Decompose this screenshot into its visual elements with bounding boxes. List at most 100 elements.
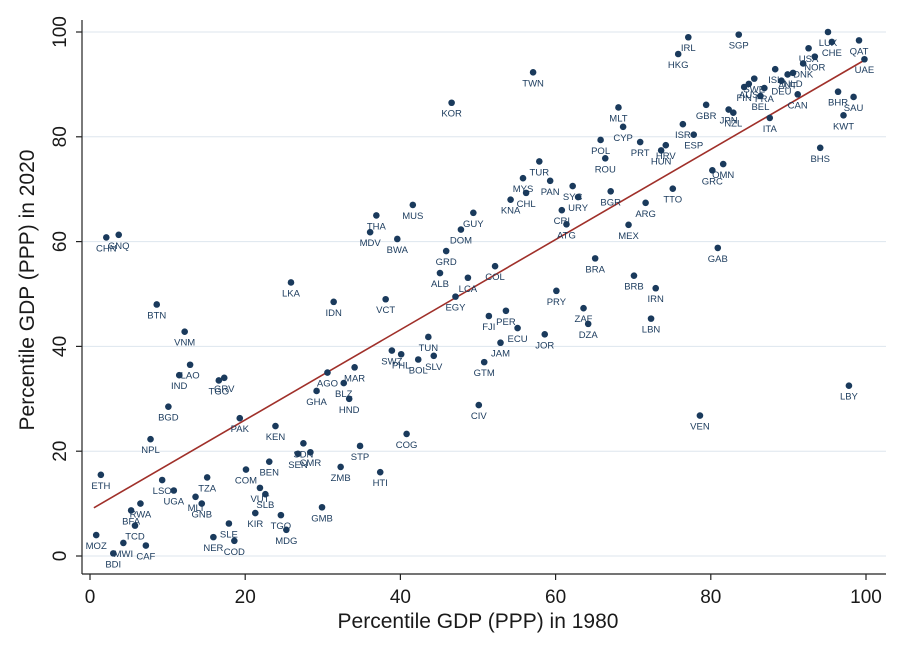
point-label: TWN <box>522 78 544 89</box>
point-label: VCT <box>376 305 395 316</box>
x-tick-label: 100 <box>850 587 882 608</box>
point-label: ITA <box>763 124 778 135</box>
point-label: BRB <box>624 282 644 293</box>
point-irn <box>652 284 660 292</box>
point-label: ESP <box>684 141 703 152</box>
point-label: SDN <box>293 449 313 460</box>
point-chn <box>102 234 110 241</box>
y-tick-label: 100 <box>50 16 71 48</box>
point-lso <box>158 476 166 484</box>
point-ind <box>175 371 183 379</box>
point-cyp <box>619 123 627 131</box>
point-mli <box>192 493 199 501</box>
point-aus <box>745 80 753 88</box>
point-sdn <box>300 440 307 447</box>
point-label: GNQ <box>108 241 130 252</box>
point-label: GMB <box>311 513 333 524</box>
point-lbn <box>647 315 655 322</box>
point-label: PER <box>496 317 516 328</box>
point-arg <box>642 199 649 207</box>
point-brb <box>630 272 638 279</box>
point-label: AUS <box>739 90 759 101</box>
point-zmb <box>337 463 344 471</box>
point-label: SLV <box>425 362 443 373</box>
point-tur <box>536 158 543 165</box>
point-label: ZAF <box>575 314 593 325</box>
point-tcd <box>131 522 139 529</box>
point-alb <box>436 269 444 277</box>
point-label: GTM <box>474 368 495 379</box>
point-mlt <box>615 104 622 111</box>
point-label: NZL <box>724 119 742 130</box>
point-label: MOZ <box>86 541 107 552</box>
point-label: KWT <box>833 121 854 132</box>
point-label: SEN <box>288 460 308 471</box>
point-label: CAN <box>788 100 808 111</box>
point-label: CYP <box>613 133 633 144</box>
point-label: CHN <box>96 243 117 254</box>
point-ury <box>574 193 582 201</box>
point-lca <box>464 274 472 282</box>
point-tha <box>373 212 380 219</box>
point-label: IRN <box>648 294 665 305</box>
point-label: BWA <box>387 245 409 256</box>
point-cog <box>403 430 410 438</box>
point-label: PAK <box>231 424 250 435</box>
point-label: MYS <box>513 184 534 195</box>
point-gab <box>714 244 722 252</box>
point-label: COM <box>235 476 257 487</box>
point-tza <box>203 474 211 481</box>
point-label: SLE <box>220 530 238 541</box>
point-label: MDV <box>360 238 382 249</box>
point-label: TZA <box>198 483 217 494</box>
point-gbr <box>702 101 710 109</box>
point-chl <box>522 189 530 197</box>
point-syc <box>569 182 576 190</box>
point-kir <box>251 509 259 517</box>
point-label: GRV <box>214 384 235 395</box>
point-tgo <box>215 377 223 384</box>
point-label: SWE <box>743 85 765 96</box>
x-tick-label: 40 <box>390 587 411 608</box>
point-label: GNB <box>191 510 212 521</box>
point-label: BRA <box>585 264 605 275</box>
point-jor <box>541 331 549 338</box>
point-label: FIN <box>737 93 752 104</box>
point-kor <box>448 99 455 107</box>
point-label: CAF <box>136 552 155 563</box>
point-label: AGO <box>317 379 338 390</box>
point-sle <box>225 520 233 527</box>
point-mex <box>625 221 632 229</box>
point-vct <box>382 295 389 303</box>
point-label: MAR <box>344 373 365 384</box>
point-rou <box>601 154 609 162</box>
point-ago <box>324 369 331 376</box>
point-label: BEL <box>751 102 769 113</box>
y-tick-label: 80 <box>50 126 71 147</box>
point-bdi <box>109 550 117 557</box>
point-hrv <box>662 141 670 149</box>
point-label: VNM <box>174 338 195 349</box>
point-label: CRI <box>554 216 570 227</box>
point-label: IRL <box>681 43 696 54</box>
data-point-labels: MOZBDIMWIETHCHNGNQBFARWATCDCAFBTNNPLLSOU… <box>86 38 875 570</box>
point-label: BOL <box>409 366 428 377</box>
point-per <box>502 307 510 315</box>
point-label: UGA <box>164 497 185 508</box>
point-ner <box>210 533 217 541</box>
point-label: TUR <box>530 167 550 178</box>
point-btn <box>153 301 161 308</box>
point-isr <box>679 120 687 128</box>
point-label: VUT <box>250 494 269 505</box>
point-label: ATG <box>557 230 576 241</box>
point-bgr <box>607 187 614 195</box>
point-deu <box>778 77 785 85</box>
point-tgo <box>277 511 285 519</box>
point-label: BDI <box>105 559 121 570</box>
point-label: HUN <box>651 156 672 167</box>
point-grc <box>709 167 716 174</box>
point-label: DZA <box>579 330 599 341</box>
point-eth <box>97 471 105 479</box>
point-idn <box>330 298 337 306</box>
point-label: BEN <box>259 468 279 479</box>
